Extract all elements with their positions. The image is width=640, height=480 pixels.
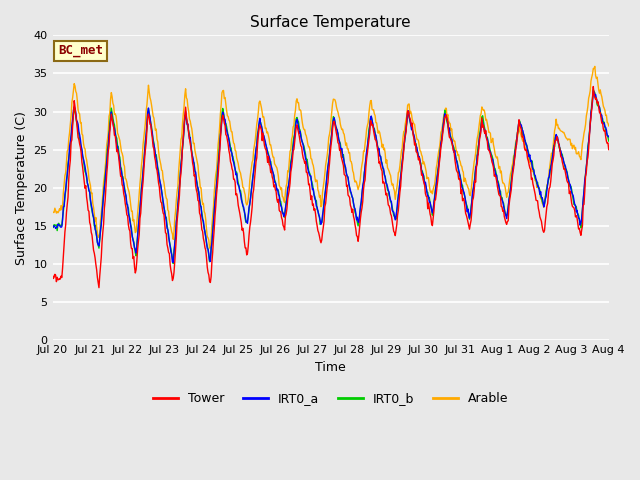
Text: BC_met: BC_met — [58, 45, 103, 58]
X-axis label: Time: Time — [316, 361, 346, 374]
Title: Surface Temperature: Surface Temperature — [250, 15, 411, 30]
Y-axis label: Surface Temperature (C): Surface Temperature (C) — [15, 111, 28, 265]
Legend: Tower, IRT0_a, IRT0_b, Arable: Tower, IRT0_a, IRT0_b, Arable — [148, 387, 513, 410]
